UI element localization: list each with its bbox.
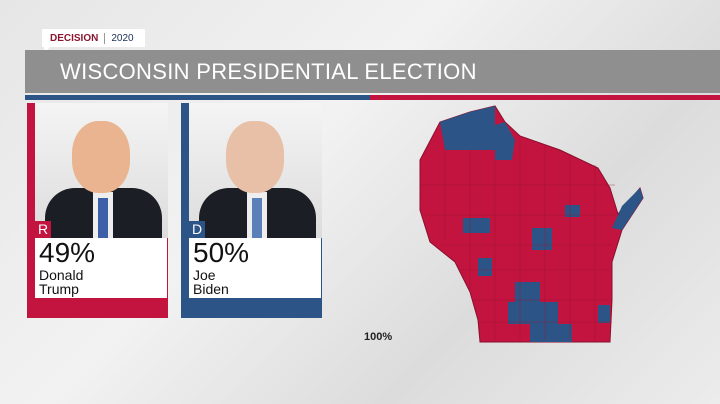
democrat-stripe xyxy=(25,95,370,100)
last-name: Biden xyxy=(193,281,229,297)
county xyxy=(530,324,572,342)
democrat-counties xyxy=(440,106,643,342)
page-title: WISCONSIN PRESIDENTIAL ELECTION xyxy=(25,50,720,93)
first-name: Donald xyxy=(39,267,84,283)
brand-label: DECISION xyxy=(50,32,99,44)
vote-percent: 50% xyxy=(193,237,250,268)
county xyxy=(598,305,610,323)
vote-percent: 49% xyxy=(39,237,96,268)
county xyxy=(515,282,540,302)
candidate-card-trump: R 49% Donald Trump xyxy=(27,103,168,318)
candidate-photo xyxy=(35,103,168,238)
candidate-card-biden: D 50% Joe Biden xyxy=(181,103,322,318)
county xyxy=(612,188,643,230)
last-name: Trump xyxy=(39,281,79,297)
reporting-percent: 100% xyxy=(364,331,393,343)
party-badge: D xyxy=(189,221,205,238)
year-label: 2020 xyxy=(111,32,134,44)
county xyxy=(478,258,492,276)
republican-stripe xyxy=(370,95,720,100)
first-name: Joe xyxy=(193,267,216,283)
county xyxy=(508,302,558,324)
county xyxy=(440,112,470,150)
party-badge: R xyxy=(35,221,51,238)
result-box: 50% Joe Biden xyxy=(189,238,321,298)
county xyxy=(532,228,552,250)
result-box: 49% Donald Trump xyxy=(35,238,167,298)
county xyxy=(495,122,515,160)
divider xyxy=(104,32,106,44)
county xyxy=(565,205,580,217)
county xyxy=(470,106,495,150)
candidate-photo xyxy=(189,103,322,238)
county xyxy=(463,218,490,233)
